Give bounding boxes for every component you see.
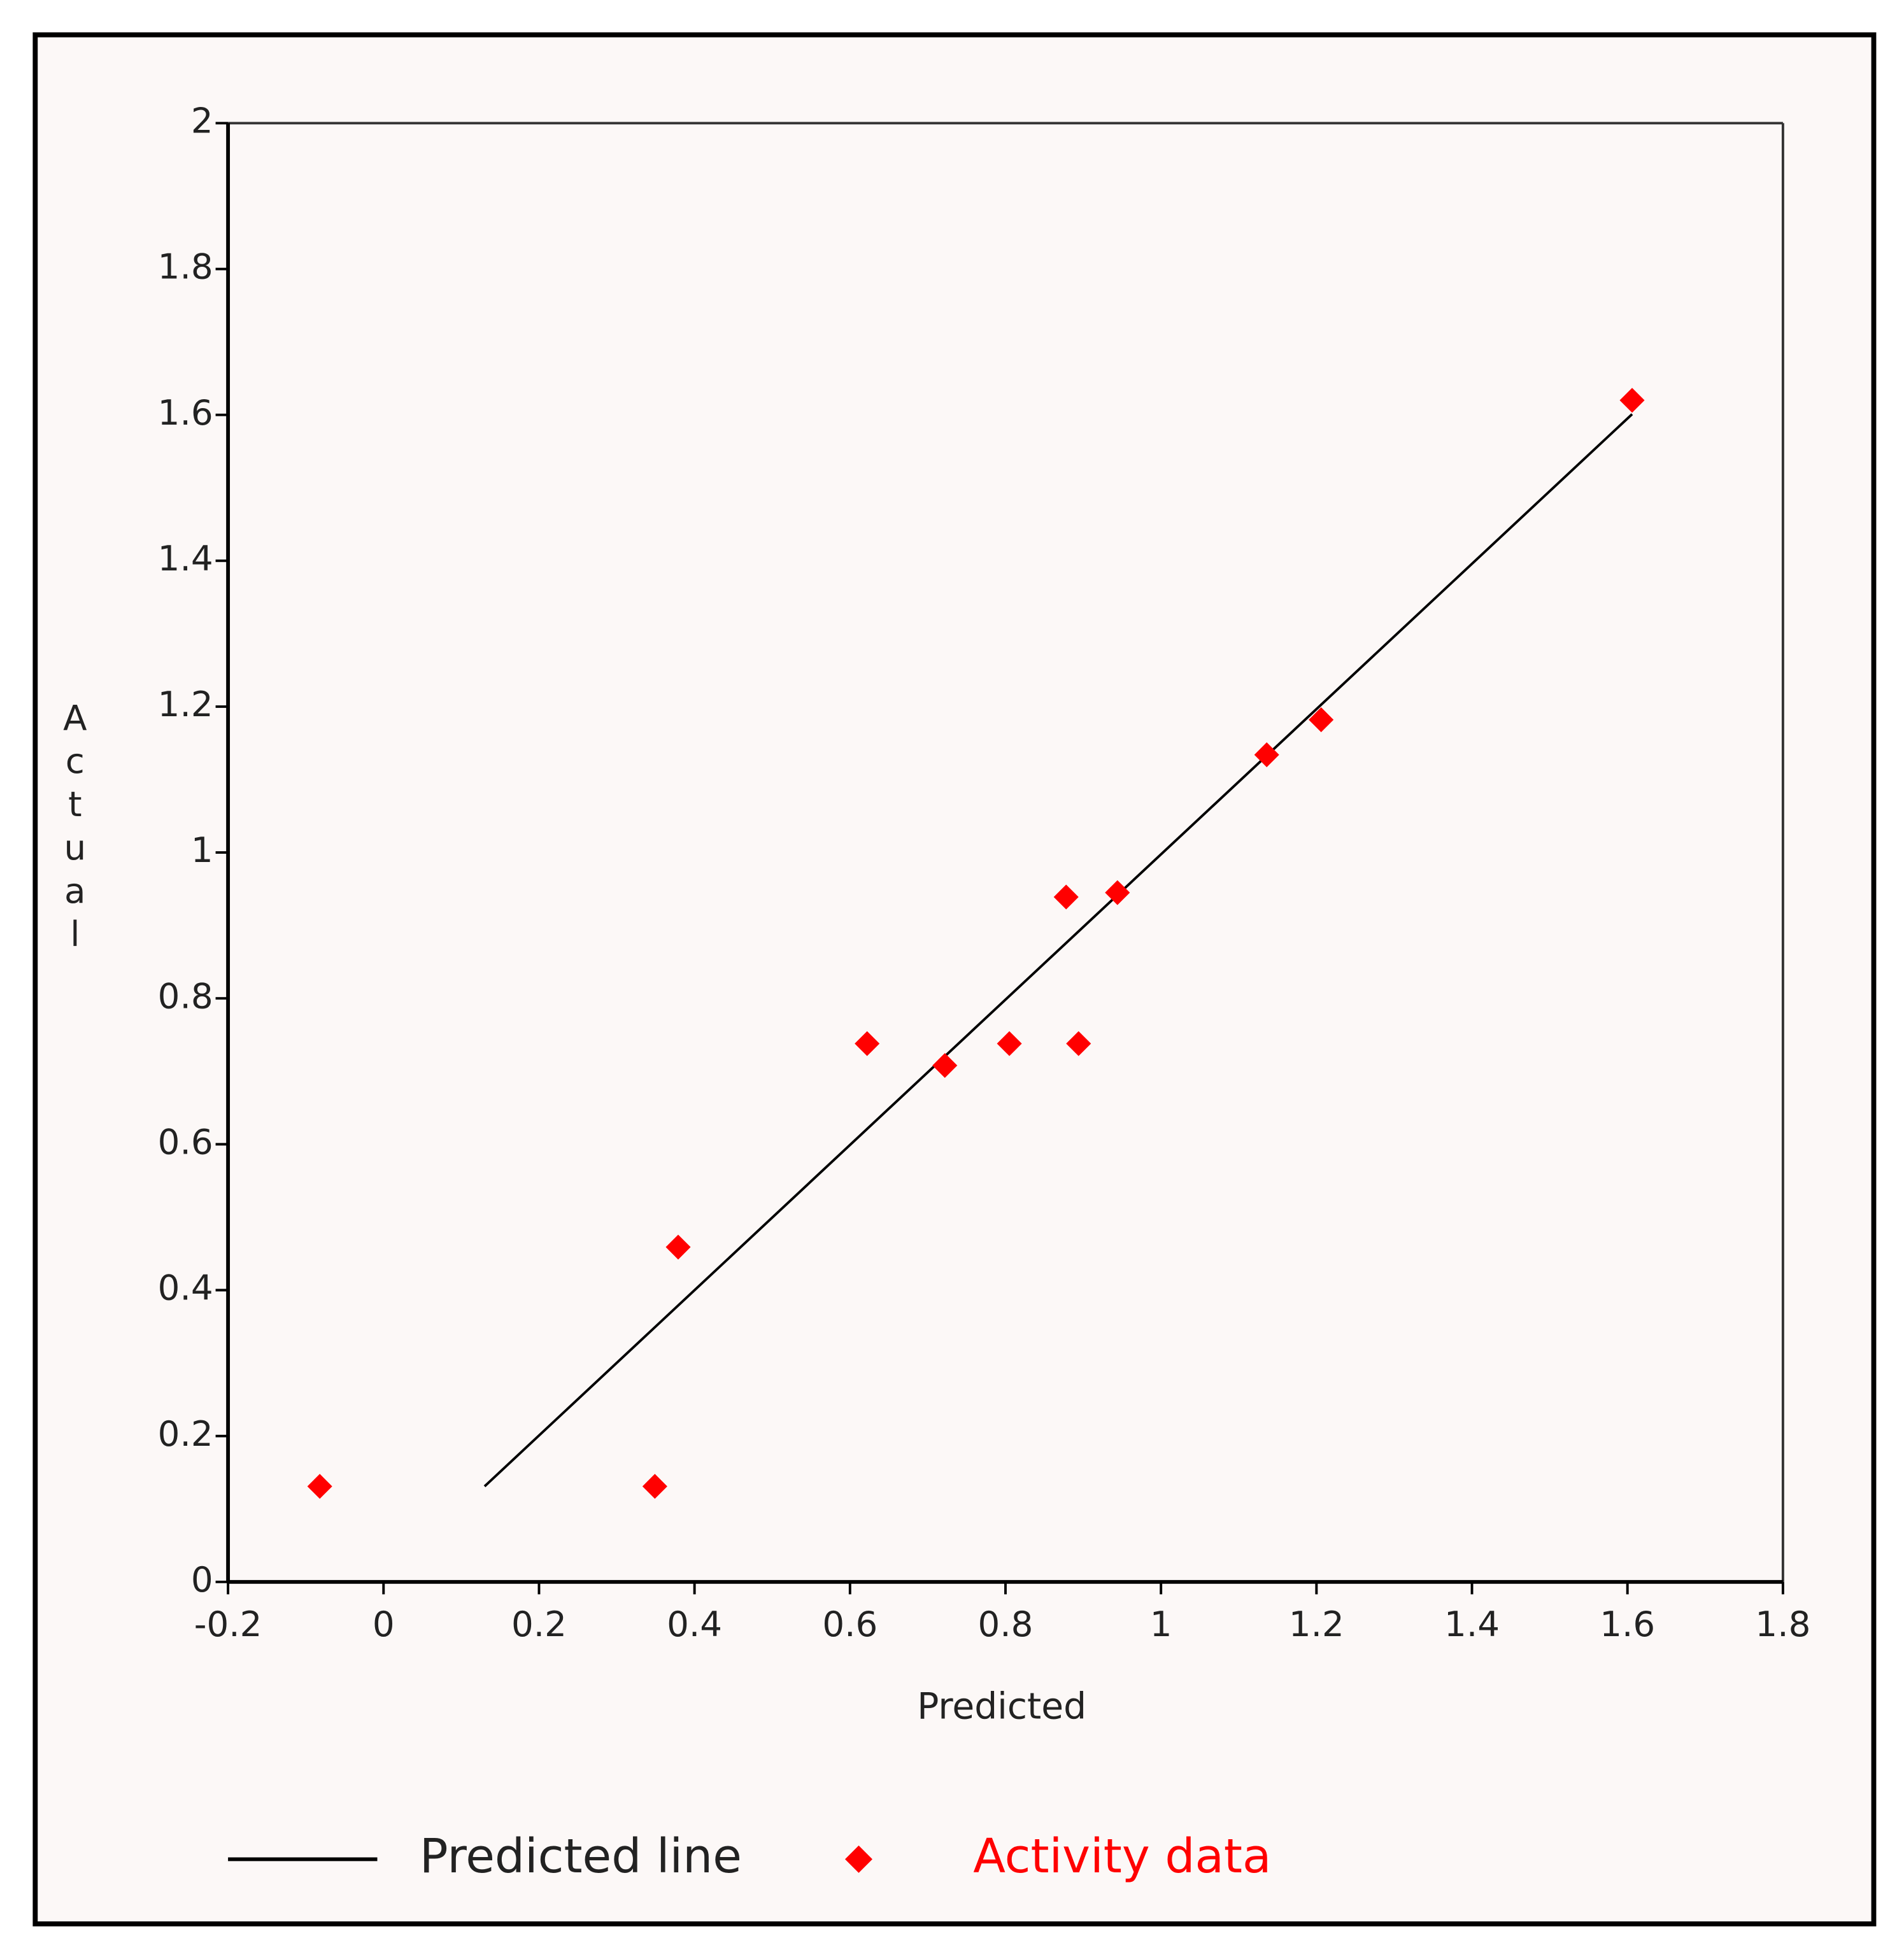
- x-tick-label: 1.2: [1289, 1604, 1344, 1644]
- x-axis-label: Predicted: [917, 1686, 1086, 1728]
- data-point: [855, 1031, 880, 1056]
- data-point: [932, 1053, 958, 1078]
- legend-label: Predicted line: [420, 1828, 742, 1884]
- y-tick-label: 0: [191, 1559, 213, 1600]
- x-tick-label: 0.8: [978, 1604, 1034, 1644]
- data-point: [997, 1031, 1022, 1056]
- x-tick-label: -0.2: [194, 1604, 262, 1644]
- y-tick-label: 0.4: [158, 1268, 213, 1308]
- data-point: [1066, 1031, 1091, 1056]
- y-tick-label: 0.6: [158, 1121, 213, 1162]
- y-tick-label: 0.8: [158, 975, 213, 1016]
- y-axis-label: Actual: [55, 697, 96, 956]
- legend-swatch: [845, 1845, 872, 1873]
- x-tick-label: 0.4: [667, 1604, 722, 1644]
- frame: [32, 32, 1877, 1926]
- x-tick-label: 0: [373, 1604, 395, 1644]
- data-point: [1619, 388, 1645, 413]
- y-tick-label: 1.6: [158, 392, 213, 433]
- x-tick-label: 1.8: [1755, 1604, 1810, 1644]
- predicted-line: [483, 413, 1633, 1488]
- y-tick-label: 0.2: [158, 1413, 213, 1454]
- y-tick-label: 1.4: [158, 538, 213, 579]
- y-tick-label: 1.8: [158, 246, 213, 287]
- x-tick-label: 1.6: [1600, 1604, 1655, 1644]
- x-tick-label: 1.4: [1444, 1604, 1500, 1644]
- y-tick-label: 1.2: [158, 684, 213, 724]
- y-tick-label: 1: [191, 830, 213, 870]
- x-tick-label: 0.6: [822, 1604, 877, 1644]
- x-tick-label: 1: [1150, 1604, 1172, 1644]
- data-point: [1053, 884, 1079, 910]
- data-point: [1309, 707, 1334, 733]
- data-point: [1254, 742, 1279, 768]
- y-tick-label: 2: [191, 101, 213, 141]
- legend-label: Activity data: [973, 1828, 1271, 1884]
- x-tick-label: 0.2: [511, 1604, 567, 1644]
- data-point: [665, 1234, 691, 1260]
